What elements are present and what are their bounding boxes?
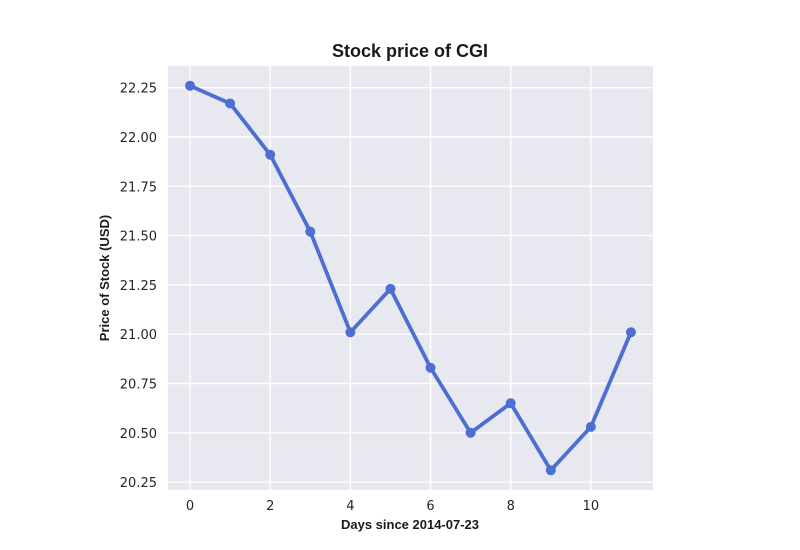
data-point — [465, 427, 476, 438]
data-point — [505, 398, 516, 409]
chart-title: Stock price of CGI — [332, 41, 488, 61]
x-axis-ticks: 0 2 4 6 8 10 — [186, 499, 599, 514]
x-axis-label: Days since 2014-07-23 — [341, 517, 479, 532]
x-tick-label: 8 — [507, 499, 515, 514]
data-point — [585, 421, 596, 432]
data-point — [185, 80, 196, 91]
y-tick-label: 21.25 — [120, 279, 157, 294]
y-tick-label: 20.50 — [120, 427, 157, 442]
data-point — [265, 149, 276, 160]
x-tick-label: 0 — [186, 499, 194, 514]
x-tick-label: 4 — [346, 499, 354, 514]
y-axis-label: Price of Stock (USD) — [97, 215, 112, 341]
x-tick-label: 2 — [266, 499, 274, 514]
data-point — [385, 283, 396, 294]
series-line — [188, 83, 633, 473]
y-tick-label: 20.25 — [120, 476, 157, 491]
data-point — [425, 362, 436, 373]
y-axis-ticks: 20.25 20.50 20.75 21.00 21.25 21.50 21.75 22.00… — [120, 82, 157, 491]
data-point — [625, 327, 636, 338]
grid-lines — [168, 66, 653, 490]
y-tick-label: 22.00 — [120, 131, 157, 146]
data-point — [305, 226, 316, 237]
y-tick-label: 20.75 — [120, 378, 157, 393]
x-tick-label: 10 — [583, 499, 600, 514]
plot-area — [168, 66, 653, 490]
y-tick-label: 21.00 — [120, 328, 157, 343]
data-point — [545, 465, 556, 476]
x-tick-label: 6 — [426, 499, 434, 514]
data-point — [345, 327, 356, 338]
series-layer — [185, 80, 636, 476]
y-tick-label: 22.25 — [120, 82, 157, 97]
y-tick-label: 21.75 — [120, 180, 157, 195]
y-tick-label: 21.50 — [120, 230, 157, 245]
data-point — [225, 98, 236, 109]
